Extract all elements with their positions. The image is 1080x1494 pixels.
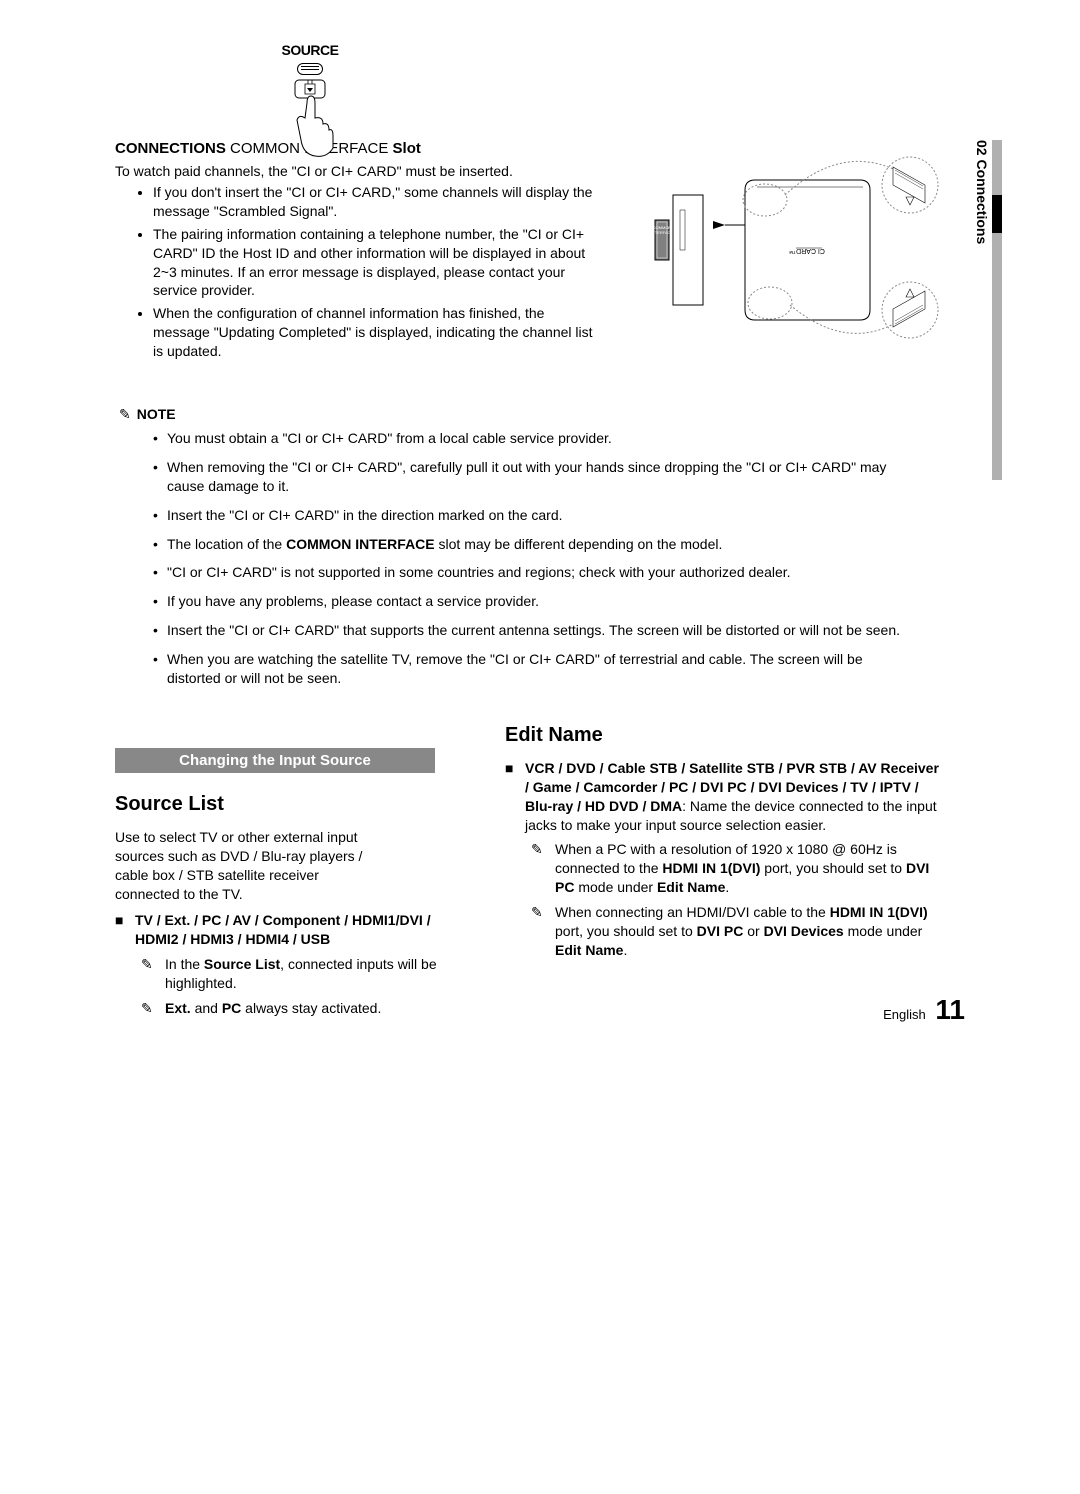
note-text: The location of the <box>167 536 286 552</box>
sub-text: In the <box>165 956 204 972</box>
note-item: "CI or CI+ CARD" is not supported in som… <box>153 563 913 582</box>
side-thumb-tab-gray <box>992 140 1002 480</box>
sub-bold: HDMI IN 1(DVI) <box>830 904 928 920</box>
sub-text: port, you should set to <box>760 860 906 876</box>
sub-text: port, you should set to <box>555 923 697 939</box>
note-item: If you have any problems, please contact… <box>153 592 913 611</box>
sub-bold: PC <box>222 1000 241 1016</box>
edit-name-sub-notes: When a PC with a resolution of 1920 x 10… <box>531 840 945 959</box>
footer-lang: English <box>883 1007 926 1022</box>
main-bullet-item: The pairing information containing a tel… <box>153 225 593 301</box>
left-column: Changing the Input Source Source List Us… <box>115 718 465 1026</box>
note-block: NOTE You must obtain a "CI or CI+ CARD" … <box>115 406 980 688</box>
heading-bold-2: Slot <box>393 140 421 157</box>
sub-bold: Edit Name <box>657 879 725 895</box>
ci-card-diagram: COMMON INTERFACE CI CARD™ <box>625 155 945 350</box>
note-item: When you are watching the satellite TV, … <box>153 650 913 688</box>
sub-bold: HDMI IN 1(DVI) <box>662 860 760 876</box>
sub-text: . <box>623 942 627 958</box>
source-sub-notes: In the Source List, connected inputs wil… <box>141 955 465 1018</box>
section-header-bar: Changing the Input Source <box>115 748 435 773</box>
note-item: Insert the "CI or CI+ CARD" that support… <box>153 621 913 640</box>
main-bullet-item: If you don't insert the "CI or CI+ CARD,… <box>153 183 593 221</box>
sub-bold: Source List <box>204 956 280 972</box>
inputs-bold: TV / Ext. / PC / AV / Component / HDMI1/… <box>135 912 431 947</box>
note-item: You must obtain a "CI or CI+ CARD" from … <box>153 429 913 448</box>
arrow-icon <box>713 221 725 229</box>
edit-sub-note: When connecting an HDMI/DVI cable to the… <box>531 903 945 960</box>
sub-bold: DVI PC <box>697 923 744 939</box>
source-button-label: SOURCE <box>282 42 339 58</box>
source-inputs-list: TV / Ext. / PC / AV / Component / HDMI1/… <box>115 911 465 1017</box>
hand-icon <box>275 78 345 158</box>
note-item: When removing the "CI or CI+ CARD", care… <box>153 458 913 496</box>
heading-bold-1: CONNECTIONS <box>115 140 226 157</box>
note-heading: NOTE <box>119 406 980 423</box>
edit-name-item: VCR / DVD / Cable STB / Satellite STB / … <box>505 759 945 960</box>
two-column-layout: Changing the Input Source Source List Us… <box>115 718 980 1026</box>
sub-text: always stay activated. <box>241 1000 381 1016</box>
source-list-title: Source List <box>115 793 465 816</box>
sub-bold: Edit Name <box>555 942 623 958</box>
page-footer: English 11 <box>883 994 965 1026</box>
sub-text: or <box>743 923 763 939</box>
sub-bold: Ext. <box>165 1000 191 1016</box>
source-inputs-item: TV / Ext. / PC / AV / Component / HDMI1/… <box>115 911 465 1017</box>
source-pill-icon <box>297 63 323 75</box>
source-sub-note: Ext. and PC always stay activated. <box>141 999 465 1018</box>
edit-sub-note: When a PC with a resolution of 1920 x 10… <box>531 840 945 897</box>
card-detail-bottom <box>893 289 925 327</box>
sub-text: mode under <box>844 923 923 939</box>
note-list: You must obtain a "CI or CI+ CARD" from … <box>153 429 980 688</box>
edit-name-title: Edit Name <box>505 724 945 747</box>
sub-text: and <box>191 1000 222 1016</box>
edit-name-list: VCR / DVD / Cable STB / Satellite STB / … <box>505 759 945 960</box>
remote-button-graphic: SOURCE <box>275 42 345 163</box>
sub-bold: DVI Devices <box>764 923 844 939</box>
ci-card-label: CI CARD™ <box>789 247 825 254</box>
side-chapter-label: 02 Connections <box>974 140 990 244</box>
sub-text: When connecting an HDMI/DVI cable to the <box>555 904 830 920</box>
right-column: Edit Name VCR / DVD / Cable STB / Satell… <box>505 718 945 1026</box>
card-detail-top <box>893 167 925 205</box>
main-bullet-item: When the configuration of channel inform… <box>153 304 593 361</box>
common-interface-label-2: INTERFACE <box>651 230 674 235</box>
note-item: Insert the "CI or CI+ CARD" in the direc… <box>153 506 913 525</box>
sub-text: . <box>725 879 729 895</box>
note-text: slot may be different depending on the m… <box>435 536 723 552</box>
note-bold: COMMON INTERFACE <box>286 536 435 552</box>
source-list-body: Use to select TV or other external input… <box>115 828 370 904</box>
side-thumb-tab-black <box>992 195 1002 233</box>
sub-text: mode under <box>574 879 657 895</box>
source-sub-note: In the Source List, connected inputs wil… <box>141 955 465 993</box>
page-number: 11 <box>935 994 965 1025</box>
page-container: 02 Connections CONNECTIONS COMMON INTERF… <box>0 0 1080 1086</box>
note-item: The location of the COMMON INTERFACE slo… <box>153 535 913 554</box>
